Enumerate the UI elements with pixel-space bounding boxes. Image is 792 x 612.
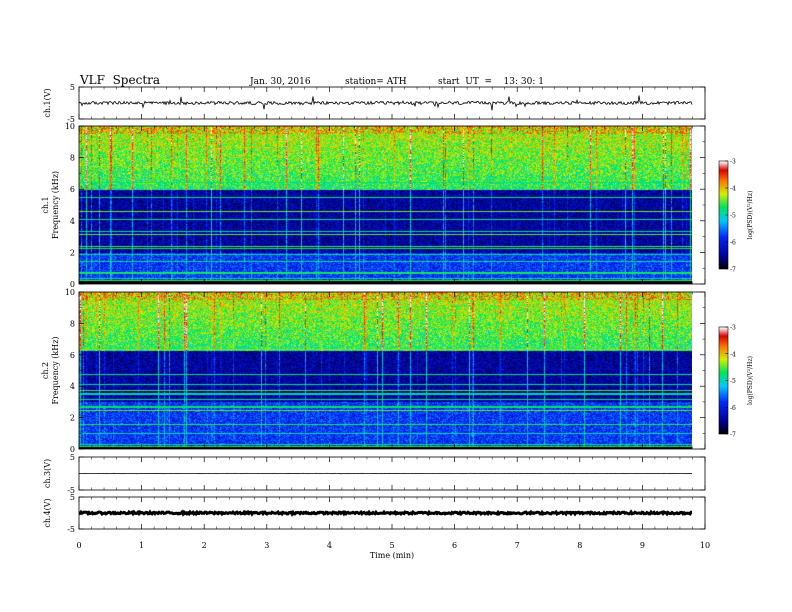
ch2-spectrogram-image — [79, 292, 692, 449]
ch1-spectrogram-cbar-tick-label: -3 — [730, 159, 736, 166]
x-tick-label: 6 — [452, 541, 457, 550]
station-label: station= ATH — [345, 77, 407, 87]
ch2-spectrogram-ytick-label: 8 — [70, 319, 75, 328]
ch4-waveform-ylabel: ch.4(V) — [43, 498, 52, 527]
ch1-spectrogram-ytick-label: 8 — [70, 154, 75, 163]
ch4-waveform-ytick-label: 5 — [70, 493, 75, 502]
ch3-waveform-ylabel: ch.3(V) — [43, 459, 52, 488]
ch2-spectrogram-ytick-label: 10 — [65, 288, 75, 297]
chart-title: VLF Spectra — [80, 73, 161, 87]
ch2-spectrogram-cbar-tick-label: -7 — [730, 432, 736, 439]
ch1-waveform-trace — [78, 95, 693, 111]
ch1-spectrogram-ytick-label: 4 — [70, 217, 75, 226]
x-tick-label: 2 — [202, 541, 207, 550]
start-time-label: start UT = 13: 30: 1 — [438, 77, 544, 87]
axes — [78, 86, 729, 530]
ch1-spectrogram-ylabel: Frequency (kHz) — [51, 171, 60, 239]
ch3-waveform-ytick-label: 5 — [70, 453, 75, 462]
ch2-spectrogram-cbar-tick-label: -3 — [730, 325, 736, 332]
ch1-spectrogram-cbar-tick-label: -7 — [730, 267, 736, 274]
ch2-spectrogram-ytick-label: 2 — [70, 414, 75, 423]
ch1-spectrogram-ytick-label: 6 — [70, 185, 75, 194]
x-tick-label: 9 — [640, 541, 645, 550]
ch4-waveform-ytick-label: -5 — [67, 525, 75, 534]
ch4-waveform-trace — [78, 509, 693, 517]
ch1-spectrogram-cbar-tick-label: -5 — [730, 213, 736, 220]
ch1-spectrogram-cbar-tick-label: -4 — [730, 186, 736, 193]
x-tick-label: 7 — [515, 541, 520, 550]
x-tick-label: 3 — [264, 541, 269, 550]
x-tick-label: 8 — [577, 541, 582, 550]
ch2-spectrogram-colorbar — [719, 327, 728, 434]
ch2-spectrogram-cbar-tick-label: -5 — [730, 378, 736, 385]
ch1-spectrogram-colorbar — [719, 161, 728, 269]
x-tick-label: 0 — [76, 541, 81, 550]
ch2-spectrogram-ytick-label: 0 — [70, 445, 75, 454]
ch1-spectrogram-ylabel: ch.1 — [41, 196, 50, 213]
x-tick-label: 10 — [700, 541, 710, 550]
ch1-spectrogram-cbar-label: log(PSD)(V²/Hz) — [747, 191, 754, 240]
x-tick-label: 5 — [389, 541, 394, 550]
ch1-spectrogram-ytick-label: 2 — [70, 248, 75, 257]
ch1-spectrogram-cbar-tick-label: -6 — [730, 240, 736, 247]
ch3-waveform-ytick-label: -5 — [67, 486, 75, 495]
ch2-spectrogram-ylabel: ch.2 — [41, 362, 50, 379]
ch1-waveform-ytick-label: 5 — [70, 83, 75, 92]
ch1-spectrogram-image — [79, 126, 692, 284]
x-tick-label: 4 — [327, 541, 332, 550]
x-axis-label: Time (min) — [370, 551, 414, 560]
ch1-spectrogram-ytick-label: 0 — [70, 280, 75, 289]
ch2-spectrogram-ytick-label: 6 — [70, 351, 75, 360]
ch2-spectrogram-cbar-tick-label: -4 — [730, 351, 736, 358]
date-label: Jan. 30, 2016 — [250, 77, 311, 87]
ch1-spectrogram-ytick-label: 10 — [65, 122, 75, 131]
waveform-traces — [78, 95, 693, 517]
ch2-spectrogram-ytick-label: 4 — [70, 382, 75, 391]
x-tick-label: 1 — [139, 541, 144, 550]
ch2-spectrogram-cbar-label: log(PSD)(V²/Hz) — [747, 356, 754, 405]
ch1-waveform-ytick-label: -5 — [67, 115, 75, 124]
ch2-spectrogram-ylabel: Frequency (kHz) — [51, 336, 60, 404]
ch1-waveform-ylabel: ch.1(V) — [43, 88, 52, 117]
ch2-spectrogram-cbar-tick-label: -6 — [730, 405, 736, 412]
spectrogram-images — [79, 126, 728, 449]
